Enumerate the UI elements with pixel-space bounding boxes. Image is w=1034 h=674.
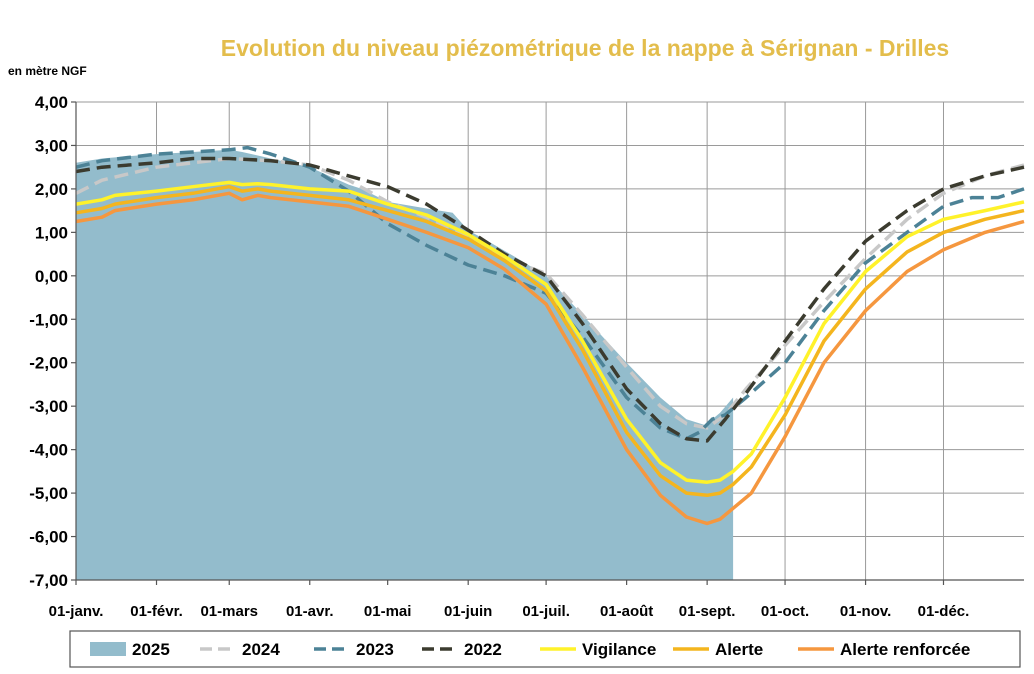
series-vigilance-line bbox=[75, 180, 1025, 484]
x-tick-label: 01-avr. bbox=[286, 603, 334, 620]
series-alerte-renforcee-line bbox=[75, 191, 1025, 526]
legend-label-alerte: Alerte bbox=[715, 640, 763, 659]
legend-label-vigilance: Vigilance bbox=[582, 640, 656, 659]
line-series-layer bbox=[75, 145, 1025, 526]
legend-label-2023: 2023 bbox=[356, 640, 394, 659]
legend-label-2024: 2024 bbox=[242, 640, 280, 659]
legend: 2025 2024 2023 2022 Vigilance Alerte Alerte re… bbox=[69, 630, 1021, 668]
x-tick-label: 01-févr. bbox=[130, 603, 183, 620]
x-tick-label: 01-mars bbox=[200, 603, 258, 620]
area-series-layer bbox=[76, 149, 734, 581]
chart-title: Evolution du niveau piézométrique de la … bbox=[221, 35, 949, 61]
x-tick-label: 01-juin bbox=[444, 603, 492, 620]
series-2025-area bbox=[76, 149, 734, 581]
x-tick-label: 01-juil. bbox=[522, 603, 570, 620]
y-tick-label: -1,00 bbox=[29, 310, 68, 329]
series-alerte-line bbox=[75, 184, 1025, 498]
x-tick-label: 01-nov. bbox=[840, 603, 891, 620]
x-tick-label: 01-mai bbox=[364, 603, 412, 620]
series-2024-line bbox=[75, 156, 1025, 430]
x-tick-label: 01-oct. bbox=[761, 603, 809, 620]
y-tick-label: 4,00 bbox=[35, 93, 68, 112]
y-tick-label: -7,00 bbox=[29, 571, 68, 590]
x-tick-label: 01-sept. bbox=[679, 603, 736, 620]
axes bbox=[71, 101, 1024, 585]
y-tick-label: 3,00 bbox=[35, 136, 68, 155]
y-tick-label: -2,00 bbox=[29, 354, 68, 373]
y-tick-label: -5,00 bbox=[29, 484, 68, 503]
series-2023-line bbox=[75, 145, 1025, 441]
y-tick-label: -6,00 bbox=[29, 528, 68, 547]
x-tick-label: 01-janv. bbox=[49, 603, 104, 620]
x-tick-labels: 01-janv. 01-févr. 01-mars 01-avr. 01-mai 01-j… bbox=[49, 603, 970, 620]
x-tick-label: 01-déc. bbox=[918, 603, 970, 620]
y-axis-unit: en mètre NGF bbox=[8, 64, 87, 78]
y-tick-label: -3,00 bbox=[29, 397, 68, 416]
y-tick-label: 2,00 bbox=[35, 180, 68, 199]
y-tick-labels: 4,00 3,00 2,00 1,00 0,00 -1,00 -2,00 -3,00 -4,00… bbox=[29, 93, 68, 590]
legend-label-2025: 2025 bbox=[132, 640, 170, 659]
legend-label-alerte-renforcee: Alerte renforcée bbox=[840, 640, 970, 659]
x-tick-label: 01-août bbox=[600, 603, 653, 620]
y-tick-label: 1,00 bbox=[35, 223, 68, 242]
y-tick-label: 0,00 bbox=[35, 267, 68, 286]
legend-swatch-2025 bbox=[90, 642, 126, 656]
y-tick-label: -4,00 bbox=[29, 441, 68, 460]
legend-label-2022: 2022 bbox=[464, 640, 502, 659]
series-2022-line bbox=[75, 156, 1025, 443]
